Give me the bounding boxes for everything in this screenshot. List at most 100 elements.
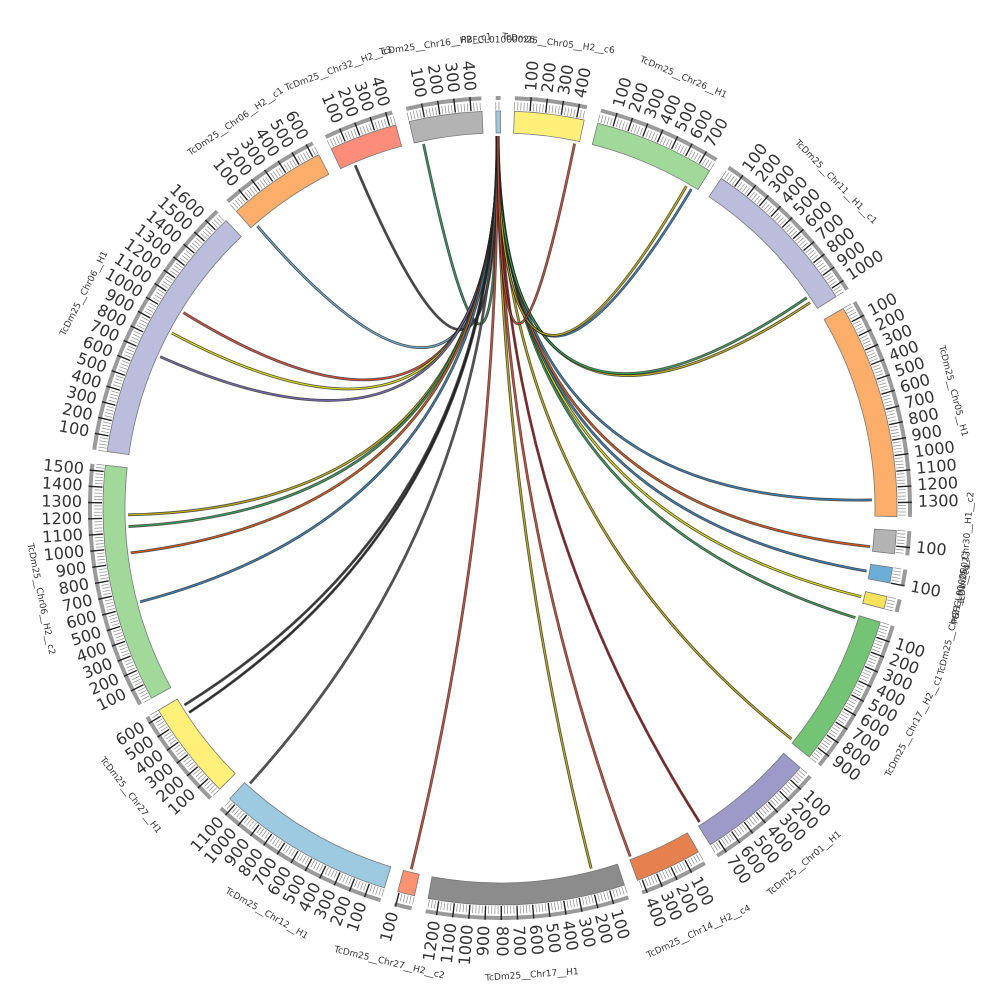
minor-tick (693, 855, 698, 864)
minor-tick (131, 336, 140, 341)
minor-tick (288, 847, 294, 855)
minor-tick (430, 900, 433, 909)
minor-tick (779, 219, 786, 226)
minor-tick (665, 138, 670, 147)
minor-tick (809, 757, 817, 763)
minor-tick (659, 872, 664, 881)
minor-tick (246, 818, 252, 826)
minor-tick (335, 136, 340, 145)
minor-tick (895, 463, 904, 466)
minor-tick (820, 267, 828, 274)
major-tick (656, 129, 664, 143)
minor-tick (226, 802, 233, 809)
minor-tick (842, 710, 850, 716)
minor-tick (892, 570, 901, 573)
tick-band (219, 806, 382, 903)
minor-tick (259, 828, 265, 836)
minor-tick (887, 416, 896, 419)
minor-tick (207, 226, 214, 233)
major-tick (193, 231, 206, 242)
chromosome-band (229, 782, 392, 889)
minor-tick (94, 479, 103, 482)
minor-tick (896, 542, 905, 545)
tick-label: 700 (509, 925, 529, 956)
minor-tick (845, 306, 853, 311)
tick-band (641, 861, 706, 895)
minor-tick (693, 153, 699, 161)
minor-tick (115, 378, 123, 382)
minor-tick (102, 589, 111, 593)
minor-tick (566, 900, 569, 909)
minor-tick (676, 144, 682, 152)
link-outline (496, 135, 593, 869)
minor-tick (330, 869, 335, 878)
minor-tick (181, 255, 189, 261)
minor-tick (374, 121, 378, 130)
minor-tick (896, 536, 905, 538)
tick-label: 400 (559, 919, 583, 952)
minor-tick (786, 784, 793, 791)
minor-tick (472, 905, 474, 914)
tick-layer (88, 96, 912, 921)
minor-tick (329, 139, 334, 147)
minor-tick (891, 435, 900, 438)
major-tick (870, 358, 885, 366)
major-tick (656, 873, 663, 887)
tick-label: 300 (441, 61, 463, 93)
minor-tick (896, 539, 905, 541)
major-tick (812, 253, 825, 264)
minor-tick (157, 289, 165, 294)
minor-tick (365, 124, 369, 133)
major-tick (277, 160, 287, 174)
minor-tick (113, 629, 122, 633)
minor-tick (460, 103, 462, 112)
minor-tick (772, 797, 779, 804)
minor-tick (286, 162, 292, 170)
minor-tick (624, 122, 628, 131)
minor-tick (544, 903, 547, 912)
chromosome-label: TcDm25__Chr17__H1 (484, 967, 579, 983)
minor-tick (554, 902, 556, 911)
minor-tick (761, 201, 768, 209)
major-tick (354, 122, 361, 136)
major-tick (516, 905, 519, 920)
minor-tick (216, 217, 223, 224)
chromosome-band (408, 110, 484, 144)
minor-tick (597, 893, 600, 902)
major-tick (318, 865, 327, 879)
minor-tick (140, 319, 148, 324)
minor-tick (101, 427, 110, 431)
tick-band (393, 902, 413, 911)
minor-tick (746, 820, 752, 827)
minor-tick (560, 901, 563, 910)
minor-tick (97, 561, 106, 564)
minor-tick (881, 622, 889, 625)
minor-tick (831, 726, 840, 732)
link (184, 136, 498, 706)
minor-tick (696, 154, 701, 163)
minor-tick (347, 131, 352, 140)
tick-label: 1300 (41, 491, 82, 511)
minor-tick (339, 873, 344, 882)
minor-tick (126, 348, 135, 353)
minor-tick (878, 382, 887, 386)
minor-tick (644, 878, 649, 887)
chromosome-band (106, 220, 242, 456)
minor-tick (895, 552, 904, 554)
minor-tick (302, 855, 307, 863)
tick-label: 900 (473, 925, 493, 956)
minor-tick (763, 203, 770, 211)
tick-band (324, 110, 393, 139)
minor-tick (152, 297, 160, 302)
minor-tick (131, 675, 140, 680)
minor-tick (244, 191, 251, 199)
minor-tick (766, 206, 772, 213)
major-tick (249, 824, 260, 837)
minor-tick (647, 877, 652, 885)
minor-tick (582, 110, 585, 119)
minor-tick (196, 238, 203, 244)
minor-tick (314, 146, 319, 155)
minor-tick (99, 574, 108, 577)
minor-tick (855, 326, 864, 331)
minor-tick (199, 775, 207, 782)
